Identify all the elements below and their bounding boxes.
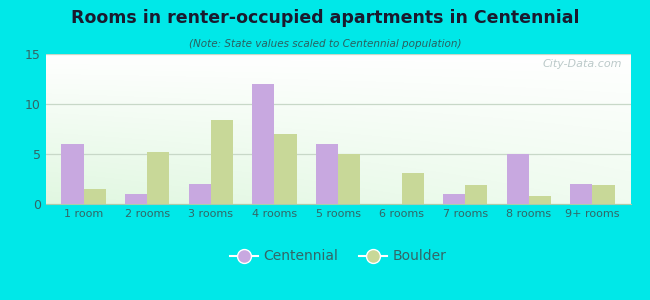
Bar xyxy=(61,144,84,204)
Bar xyxy=(338,154,360,204)
Bar xyxy=(274,134,296,204)
Bar xyxy=(570,184,592,204)
Bar xyxy=(211,120,233,204)
Bar xyxy=(188,184,211,204)
Legend: Centennial, Boulder: Centennial, Boulder xyxy=(224,244,452,269)
Bar xyxy=(465,185,488,204)
Bar xyxy=(148,152,170,204)
Bar xyxy=(506,154,528,204)
Text: City-Data.com: City-Data.com xyxy=(542,58,621,68)
Bar xyxy=(125,194,148,204)
Text: Rooms in renter-occupied apartments in Centennial: Rooms in renter-occupied apartments in C… xyxy=(71,9,579,27)
Bar xyxy=(528,196,551,204)
Bar xyxy=(316,144,338,204)
Bar xyxy=(84,189,106,204)
Bar xyxy=(402,173,424,204)
Text: (Note: State values scaled to Centennial population): (Note: State values scaled to Centennial… xyxy=(188,39,462,49)
Bar xyxy=(592,185,615,204)
Bar xyxy=(443,194,465,204)
Bar xyxy=(252,84,274,204)
